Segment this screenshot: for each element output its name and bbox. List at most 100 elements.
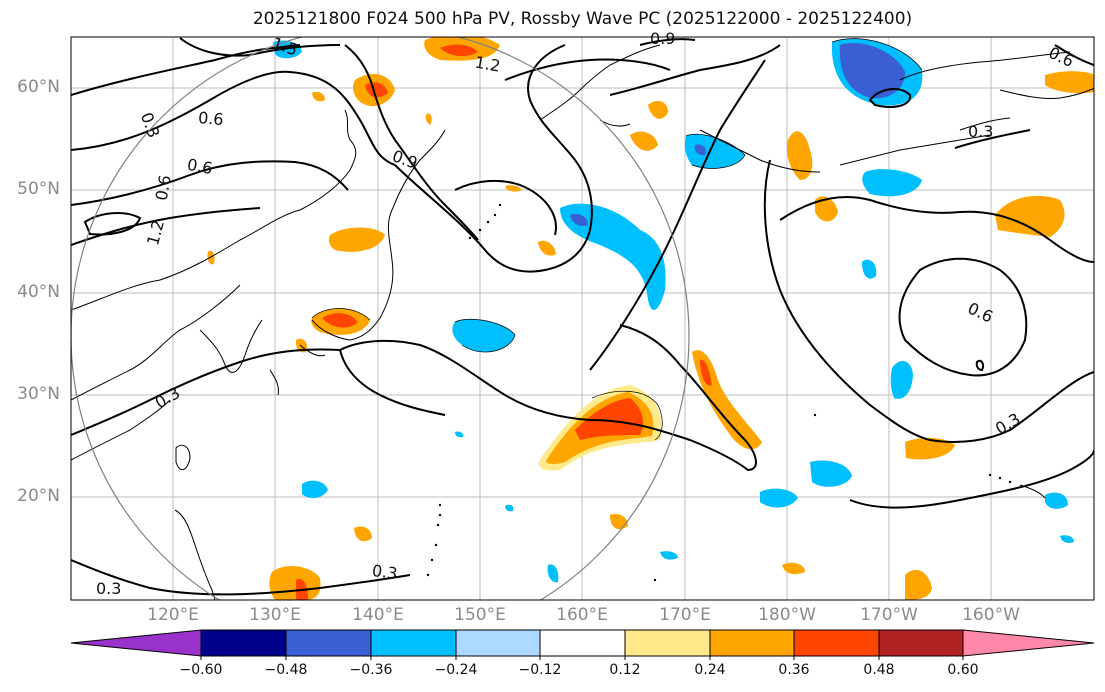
pv-blob xyxy=(660,551,678,560)
pv-blob xyxy=(1060,535,1074,543)
pv-blob xyxy=(365,82,388,98)
latitude-label: 40°N xyxy=(17,282,60,302)
longitude-label: 170°W xyxy=(860,605,918,625)
colorbar-segment xyxy=(200,629,287,657)
pv-blob xyxy=(1045,492,1068,509)
longitude-label: 120°E xyxy=(147,605,199,625)
pv-blob xyxy=(684,134,745,169)
longitude-label: 170°E xyxy=(659,605,711,625)
pv-blob xyxy=(815,196,838,222)
rossby-wave-circle xyxy=(71,37,690,600)
pv-blob xyxy=(207,250,215,265)
pv-blob xyxy=(425,113,432,125)
contour-label: 0.3 xyxy=(152,383,184,412)
colorbar-segment xyxy=(878,629,964,657)
pv-blob xyxy=(575,398,643,440)
pv-blob xyxy=(312,91,325,102)
pv-blob xyxy=(302,480,328,499)
colorbar-tick-label: 0.60 xyxy=(947,662,979,678)
colorbar-ticks xyxy=(200,656,964,660)
contour-label: 0.6 xyxy=(152,174,175,202)
island-dots xyxy=(426,203,1012,582)
coastlines xyxy=(71,44,1094,600)
contour-label: 0.6 xyxy=(186,155,214,178)
colorbar-tick-label: −0.36 xyxy=(349,662,393,678)
colorbar-segment xyxy=(709,629,795,657)
pv-contours xyxy=(71,37,1094,596)
colorbar-extend-low xyxy=(70,629,202,657)
colorbar-tick-label: 0.36 xyxy=(778,662,810,678)
contour-label: 0.6 xyxy=(197,108,224,129)
pv-blob xyxy=(630,131,658,151)
longitude-label: 180°W xyxy=(758,605,816,625)
colorbar-tick-label: 0.24 xyxy=(694,662,726,678)
colorbar-extend-high xyxy=(962,629,1095,657)
colorbar-segment xyxy=(370,629,457,657)
colorbar-segment xyxy=(539,629,626,657)
map-frame xyxy=(70,36,1095,601)
pv-blob xyxy=(862,169,922,197)
colorbar xyxy=(70,629,1095,657)
contour-label: 0.3 xyxy=(96,579,121,598)
latitude-label: 60°N xyxy=(17,77,60,97)
pv-blob xyxy=(890,360,913,399)
longitude-label: 140°E xyxy=(352,605,404,625)
pv-blob xyxy=(905,569,932,600)
pv-blob xyxy=(440,44,478,57)
pv-blob xyxy=(760,488,798,508)
colorbar-tick-label: −0.12 xyxy=(518,662,562,678)
colorbar-tick-label: −0.48 xyxy=(264,662,308,678)
pv-blob xyxy=(787,131,813,180)
pv-blob xyxy=(505,504,514,512)
pv-blob xyxy=(839,43,905,99)
contour-label: 0.3 xyxy=(968,122,993,141)
longitude-label: 150°E xyxy=(454,605,506,625)
contour-label: 0.6 xyxy=(1046,43,1077,71)
pv-blob xyxy=(505,185,522,192)
pv-blob xyxy=(560,203,666,311)
pv-blob xyxy=(1045,71,1094,94)
anomaly-outlines xyxy=(311,38,923,441)
pv-blob xyxy=(700,359,712,386)
pv-blob xyxy=(328,227,385,252)
colorbar-segment xyxy=(285,629,372,657)
colorbar-tick-label: 0.12 xyxy=(609,662,641,678)
pv-blob xyxy=(905,437,955,460)
colorbar-segment xyxy=(455,629,541,657)
pv-blob xyxy=(648,100,668,119)
pv-blob xyxy=(322,313,358,328)
latitude-label: 30°N xyxy=(17,384,60,404)
map-title: 2025121800 F024 500 hPa PV, Rossby Wave … xyxy=(252,9,913,29)
contour-label: 0.9 xyxy=(650,29,675,48)
pv-blob xyxy=(995,195,1065,237)
pv-blob xyxy=(782,562,805,575)
positive-pv-anomalies xyxy=(207,37,1094,600)
colorbar-tick-label: 0.48 xyxy=(863,662,895,678)
pv-blob xyxy=(862,259,877,279)
contour-label: 0.3 xyxy=(992,409,1024,438)
pv-blob xyxy=(269,566,321,600)
contour-label: 1.2 xyxy=(473,53,501,76)
pv-blob xyxy=(547,564,559,583)
graticule xyxy=(71,37,1094,600)
contour-label: 0.3 xyxy=(137,110,164,140)
pv-blob xyxy=(354,526,372,542)
pv-blob xyxy=(452,319,515,353)
colorbar-segment xyxy=(624,629,711,657)
latitude-label: 20°N xyxy=(17,486,60,506)
longitude-label: 160°W xyxy=(962,605,1020,625)
longitude-label: 160°E xyxy=(556,605,608,625)
contour-label: 0.3 xyxy=(371,561,399,583)
pv-blob xyxy=(570,214,588,226)
latitude-label: 50°N xyxy=(17,179,60,199)
pv-blob xyxy=(538,240,556,256)
colorbar-tick-label: −0.60 xyxy=(179,662,223,678)
pv-blob xyxy=(694,144,706,156)
colorbar-segment xyxy=(793,629,880,657)
colorbar-tick-label: −0.24 xyxy=(434,662,478,678)
pv-blob xyxy=(610,514,628,530)
longitude-label: 130°E xyxy=(249,605,301,625)
pv-blob xyxy=(810,460,852,487)
pv-blob xyxy=(455,431,464,438)
